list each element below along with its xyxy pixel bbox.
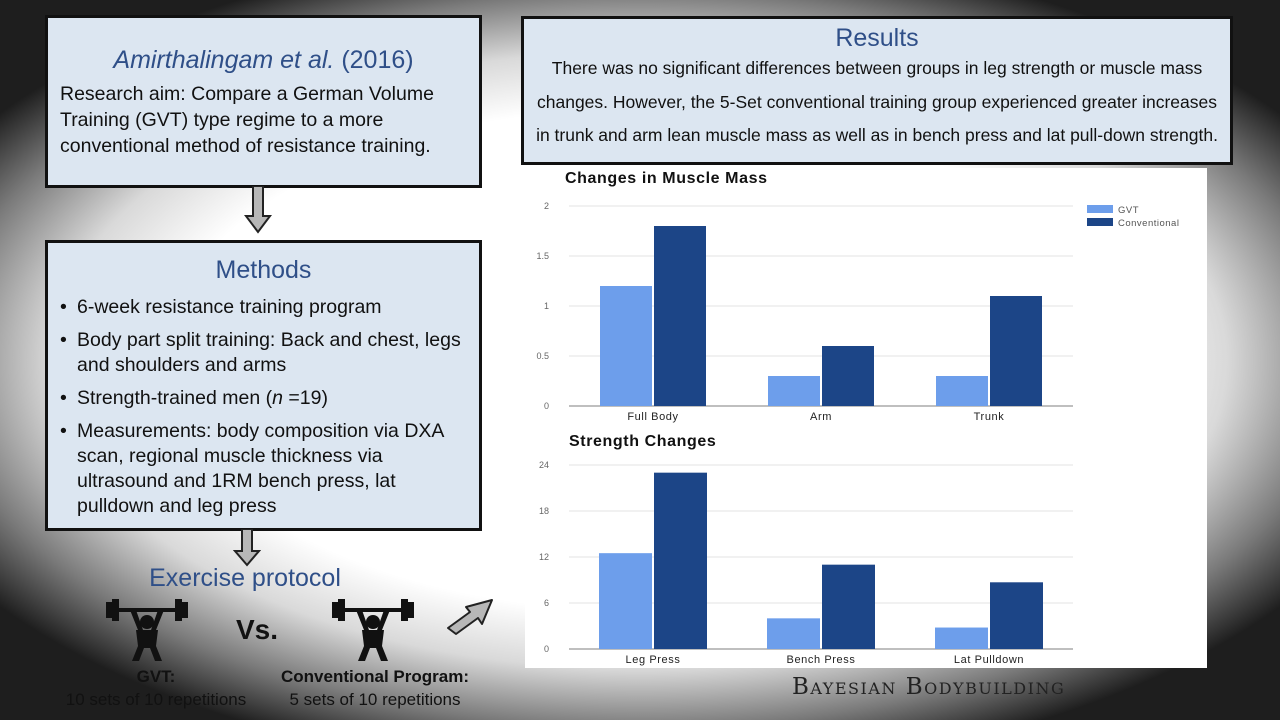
y-tick-label: 12 xyxy=(539,552,549,562)
conventional-desc: 5 sets of 10 repetitions xyxy=(289,690,461,709)
methods-box: Methods 6-week resistance training progr… xyxy=(45,240,482,531)
methods-item: Body part split training: Back and chest… xyxy=(60,328,467,378)
legend-label: GVT xyxy=(1118,205,1139,216)
research-aim: Research aim: Compare a German Volume Tr… xyxy=(60,83,434,157)
y-tick-label: 18 xyxy=(539,506,549,516)
bar-conventional xyxy=(822,346,874,406)
y-tick-label: 1.5 xyxy=(536,251,549,261)
brand-logo: Bayesian Bodybuilding xyxy=(792,674,1066,700)
category-label: Trunk xyxy=(974,411,1005,423)
weightlifter-icon xyxy=(332,599,414,661)
y-tick-label: 0 xyxy=(544,401,549,411)
gvt-caption: GVT: 10 sets of 10 repetitions xyxy=(46,665,266,711)
bar-gvt xyxy=(768,376,820,406)
protocol-title: Exercise protocol xyxy=(149,564,341,592)
study-box: Amirthalingam et al. (2016) Research aim… xyxy=(45,15,482,188)
subjects-n: n xyxy=(272,387,283,409)
bar-gvt xyxy=(936,376,988,406)
results-box: Results There was no significant differe… xyxy=(521,16,1233,165)
results-text: There was no significant differences bet… xyxy=(536,58,1218,145)
legend-swatch xyxy=(1087,205,1113,213)
bar-conventional xyxy=(990,582,1043,649)
bar-gvt xyxy=(599,553,652,649)
conventional-caption: Conventional Program: 5 sets of 10 repet… xyxy=(270,665,480,711)
bar-conventional xyxy=(822,564,875,649)
subjects-prefix: Strength-trained men ( xyxy=(77,387,273,409)
legend-label: Conventional xyxy=(1118,218,1179,229)
arrow-up-right-icon xyxy=(447,599,493,635)
bar-conventional xyxy=(654,472,707,649)
charts-svg: 0 0.5 1 1.5 2 Full Body Arm Trunk GVT Conventiona… xyxy=(536,201,1179,666)
study-title: Amirthalingam et al. (2016) xyxy=(48,46,479,75)
category-label: Full Body xyxy=(627,411,678,423)
y-tick-label: 2 xyxy=(544,201,549,211)
bar-conventional xyxy=(654,226,706,406)
category-label: Leg Press xyxy=(626,654,681,666)
methods-item: 6-week resistance training program xyxy=(60,295,467,320)
results-title: Results xyxy=(835,24,919,52)
bar-gvt xyxy=(600,286,652,406)
strength-chart-title: Strength Changes xyxy=(569,433,717,450)
bar-gvt xyxy=(935,627,988,649)
bar-gvt xyxy=(767,618,820,649)
subjects-suffix: =19) xyxy=(282,387,328,409)
y-tick-label: 0.5 xyxy=(536,351,549,361)
category-label: Arm xyxy=(810,411,832,423)
methods-title: Methods xyxy=(215,256,312,284)
methods-item: Measurements: body composition via DXA s… xyxy=(60,419,467,519)
category-label: Lat Pulldown xyxy=(954,654,1024,666)
methods-list: 6-week resistance training program Body … xyxy=(48,295,479,519)
y-tick-label: 1 xyxy=(544,301,549,311)
arrow-down-icon xyxy=(244,186,272,234)
muscle-chart-title: Changes in Muscle Mass xyxy=(565,170,768,187)
weightlifter-icon xyxy=(106,599,188,661)
y-tick-label: 0 xyxy=(544,644,549,654)
gvt-desc: 10 sets of 10 repetitions xyxy=(65,690,247,709)
methods-item-subjects: Strength-trained men (n =19) xyxy=(60,386,467,411)
y-tick-label: 24 xyxy=(539,460,549,470)
y-tick-label: 6 xyxy=(544,598,549,608)
category-label: Bench Press xyxy=(787,654,856,666)
gvt-label: GVT: xyxy=(136,667,176,686)
study-authors: Amirthalingam et al. xyxy=(113,46,335,74)
arrow-down-icon xyxy=(233,529,261,567)
vs-label: Vs. xyxy=(236,614,279,645)
charts-panel: Changes in Muscle Mass Strength Changes … xyxy=(525,168,1207,668)
bar-conventional xyxy=(990,296,1042,406)
conventional-label: Conventional Program: xyxy=(281,667,469,686)
study-year: (2016) xyxy=(341,46,414,74)
legend-swatch xyxy=(1087,218,1113,226)
